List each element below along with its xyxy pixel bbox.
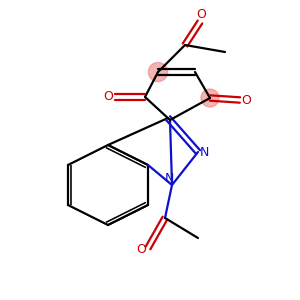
Text: N: N <box>164 172 174 185</box>
Text: O: O <box>196 8 206 21</box>
Text: O: O <box>103 91 113 103</box>
Text: O: O <box>136 243 146 256</box>
Circle shape <box>201 89 219 107</box>
Text: O: O <box>242 94 251 106</box>
Circle shape <box>148 62 168 82</box>
Text: N: N <box>200 146 209 158</box>
